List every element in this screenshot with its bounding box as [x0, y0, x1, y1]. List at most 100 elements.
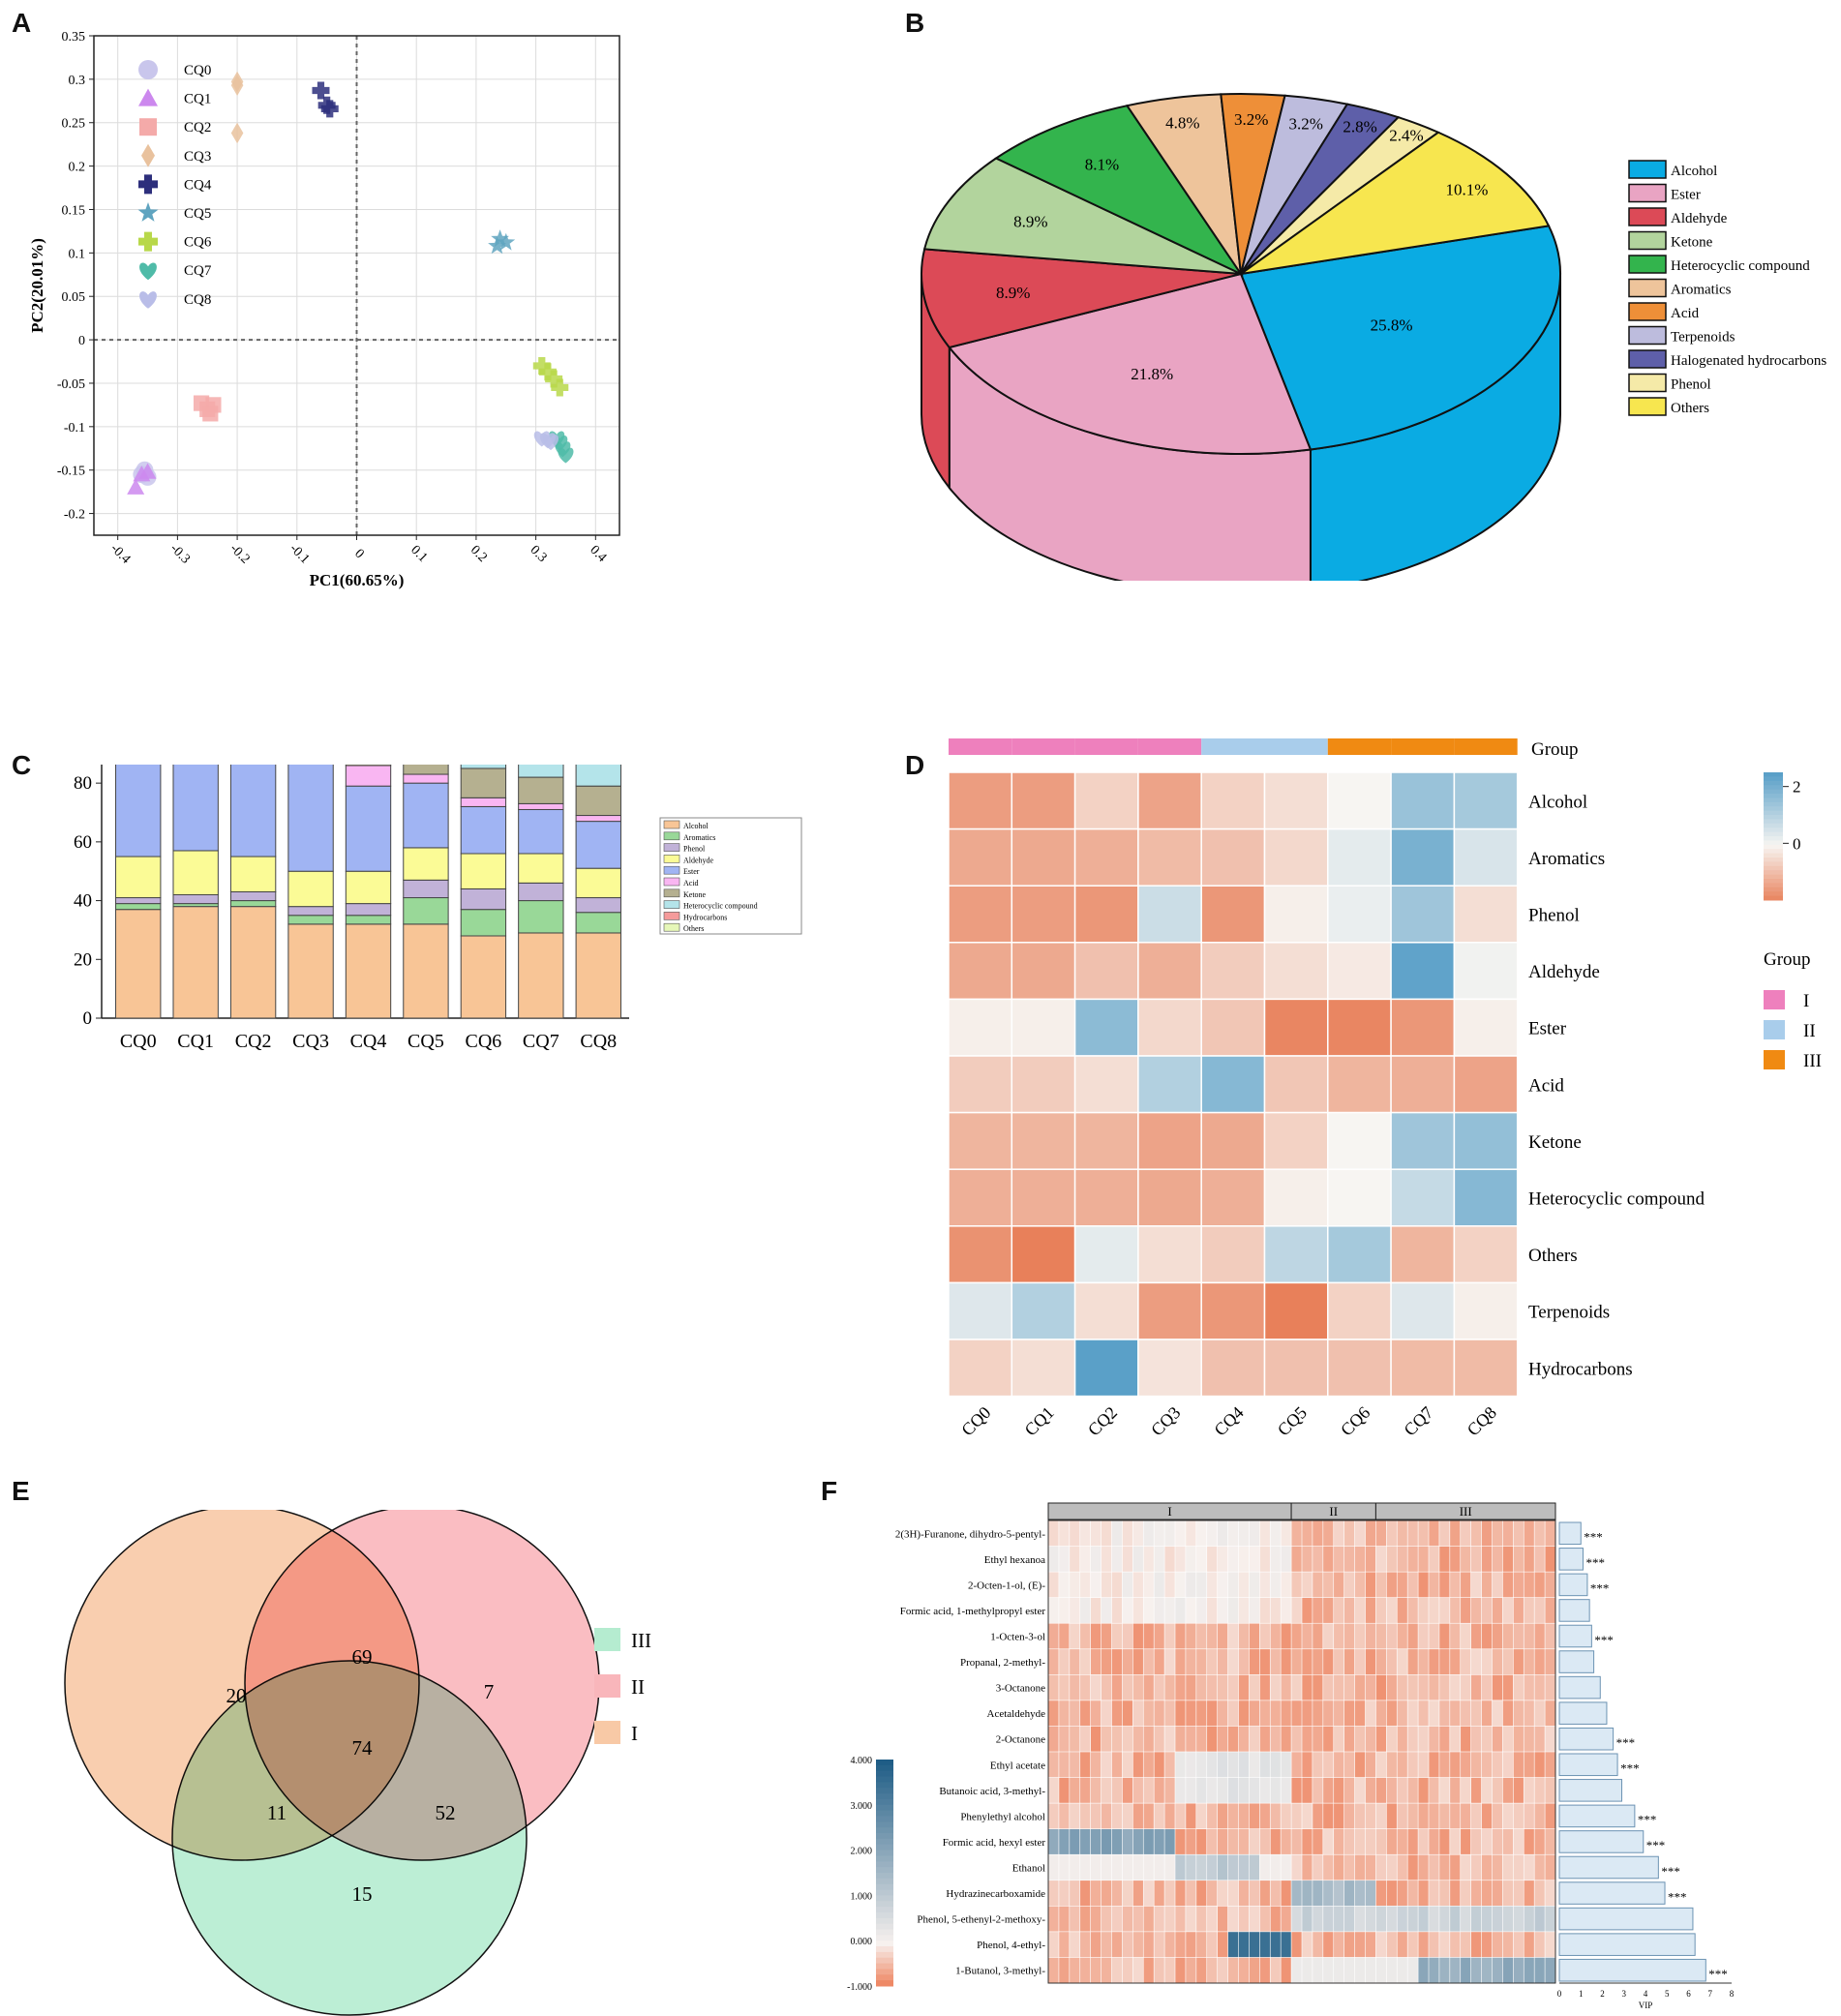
legend-marker-cq4	[138, 174, 158, 195]
vip-significance: ***	[1590, 1581, 1610, 1596]
heat-cell	[1111, 1751, 1124, 1779]
heat-cell	[1417, 1674, 1430, 1701]
heat-cell	[1227, 1571, 1240, 1599]
vip-bar	[1558, 1701, 1608, 1725]
bar-segment-phenol	[460, 888, 507, 911]
venn-circle-iii	[171, 1660, 528, 2016]
heat-cell	[1417, 1828, 1430, 1855]
heat-cell	[1137, 885, 1202, 944]
heat-cell	[1227, 1853, 1240, 1881]
heat-cell	[1523, 1751, 1535, 1779]
heat-cell	[1195, 1597, 1208, 1624]
heat-cell	[1269, 1880, 1282, 1907]
heat-cell	[1396, 1546, 1408, 1573]
heat-cell	[1492, 1726, 1504, 1753]
heat-cell	[1142, 1828, 1155, 1855]
bar-segment-ketone	[460, 767, 507, 798]
heat-cell	[1290, 1546, 1303, 1573]
heat-cell	[1513, 1648, 1524, 1675]
heat-cell	[1238, 1700, 1251, 1728]
heat-cell	[1132, 1802, 1144, 1830]
scale-step	[876, 1838, 893, 1846]
heat-cell	[1406, 1906, 1419, 1933]
heat-cell	[1502, 1597, 1514, 1624]
y-tick-label: 0.3	[69, 74, 86, 88]
scale-step	[876, 1929, 893, 1936]
heat-cell	[1142, 1777, 1155, 1804]
heat-cell	[1069, 1571, 1081, 1599]
heat-cell	[1206, 1906, 1219, 1933]
scale-step	[876, 1833, 893, 1840]
heat-cell	[1122, 1700, 1133, 1728]
heat-cell	[1481, 1700, 1494, 1728]
legend-marker-cq3	[141, 143, 155, 167]
heat-cell	[1406, 1777, 1419, 1804]
legend-label: Heterocyclic compound	[1671, 258, 1810, 274]
heat-cell	[1453, 942, 1519, 1001]
legend-label: Heterocyclic compound	[683, 902, 758, 911]
heat-cell	[1312, 1571, 1324, 1599]
heat-cell	[1263, 1339, 1329, 1398]
row-label: 1-Octen-3-ol	[990, 1632, 1045, 1643]
scale-step	[1764, 858, 1783, 862]
heat-cell	[1227, 1777, 1240, 1804]
heat-cell	[1047, 1546, 1060, 1573]
heat-cell	[1206, 1853, 1219, 1881]
heat-cell	[1523, 1571, 1535, 1599]
heat-cell	[1544, 1880, 1556, 1907]
heat-cell	[1327, 827, 1392, 887]
heat-cell	[1354, 1674, 1367, 1701]
scale-step	[876, 1810, 893, 1817]
legend-swatch	[663, 900, 680, 909]
heat-cell	[1365, 1853, 1377, 1881]
row-label: Hydrocarbons	[1528, 1359, 1633, 1379]
legend-label: CQ2	[184, 120, 211, 135]
bar-segment-heterocyclic-compound	[575, 765, 621, 787]
heat-cell	[1174, 1751, 1187, 1779]
scale-step	[876, 1764, 893, 1772]
column-label: CQ5	[1274, 1402, 1311, 1439]
heat-cell	[1174, 1931, 1187, 1959]
heat-cell	[1058, 1520, 1071, 1548]
scale-step	[876, 1788, 893, 1794]
heat-cell	[1122, 1648, 1133, 1675]
row-label: Propanal, 2-methyl-	[960, 1657, 1045, 1669]
heat-cell	[1217, 1597, 1229, 1624]
bar-segment-aromatics	[287, 915, 334, 925]
heat-cell	[1290, 1597, 1303, 1624]
heat-cell	[1533, 1957, 1546, 1984]
bar-segment-aldehyde	[403, 847, 449, 881]
heat-cell	[1322, 1700, 1335, 1728]
heat-cell	[1058, 1571, 1071, 1599]
legend-label: Ester	[683, 867, 700, 876]
heat-cell	[1153, 1700, 1165, 1728]
heat-cell	[1073, 1055, 1139, 1114]
heat-cell	[1153, 1802, 1165, 1830]
heat-cell	[1090, 1520, 1102, 1548]
heat-cell	[1417, 1622, 1430, 1650]
heat-cell	[1375, 1648, 1387, 1675]
vip-tick-label: 5	[1665, 1989, 1670, 1999]
heat-cell	[1354, 1880, 1367, 1907]
heat-cell	[1460, 1622, 1472, 1650]
scale-step	[1764, 794, 1783, 798]
heat-cell	[1269, 1853, 1282, 1881]
heat-cell	[1327, 1281, 1392, 1340]
point-cq1	[138, 463, 157, 479]
heat-cell	[1428, 1777, 1440, 1804]
heat-cell	[1354, 1700, 1367, 1728]
heat-cell	[1058, 1828, 1071, 1855]
column-label: CQ0	[957, 1402, 994, 1439]
x-tick-label: CQ8	[580, 1031, 617, 1052]
heat-cell	[1481, 1931, 1494, 1959]
heat-cell	[1269, 1546, 1282, 1573]
heat-cell	[1354, 1853, 1367, 1881]
heat-cell	[1438, 1751, 1451, 1779]
bar-segment-ketone	[345, 765, 392, 767]
row-label: 2(3H)-Furanone, dihydro-5-pentyl-	[895, 1528, 1046, 1540]
pie-slice-alcohol	[1239, 225, 1561, 451]
legend-swatch	[663, 843, 680, 852]
heat-cell	[1185, 1648, 1197, 1675]
heat-cell	[1249, 1828, 1260, 1855]
heat-cell	[1470, 1931, 1483, 1959]
